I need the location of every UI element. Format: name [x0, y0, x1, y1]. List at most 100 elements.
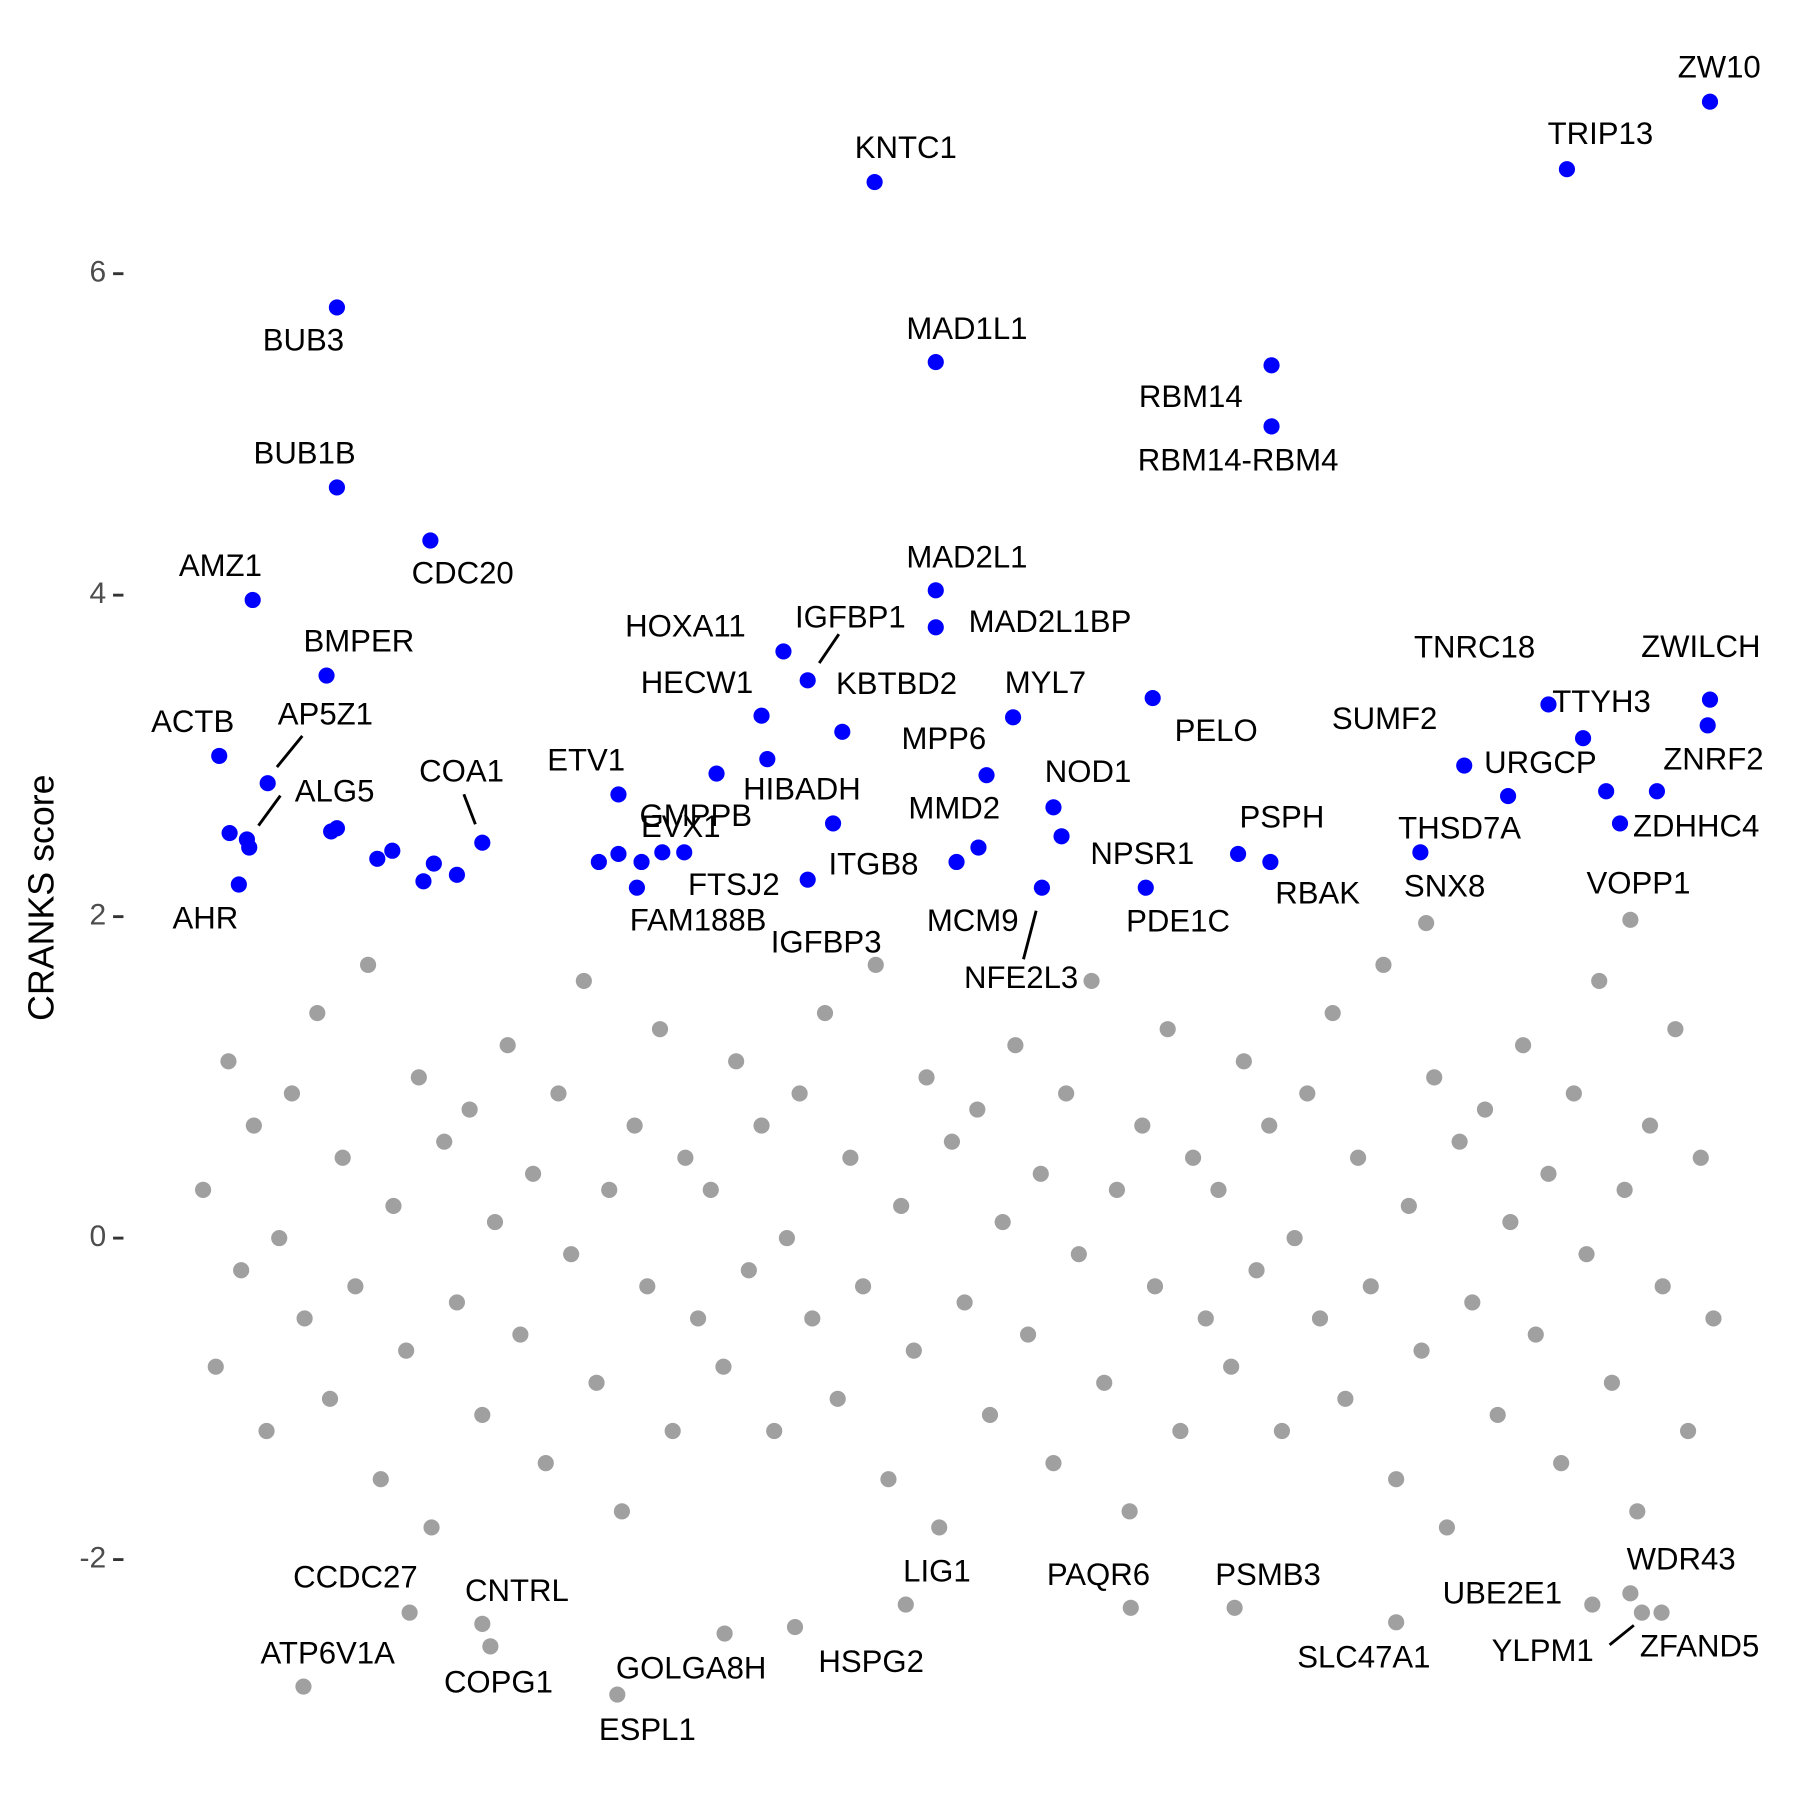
point — [1324, 1004, 1341, 1022]
point — [1616, 1181, 1633, 1198]
point — [654, 844, 671, 861]
point — [927, 619, 944, 636]
point — [1413, 1342, 1430, 1359]
point — [1558, 161, 1575, 178]
y-tick-label: 4 — [89, 577, 106, 610]
point — [525, 1165, 542, 1182]
point — [1400, 1197, 1417, 1215]
point-label: ATP6V1A — [260, 1636, 395, 1671]
point — [639, 1278, 656, 1295]
point — [978, 767, 995, 784]
point — [1210, 1181, 1227, 1198]
point — [816, 1004, 834, 1022]
leader-line — [1022, 910, 1038, 960]
point — [728, 1053, 745, 1070]
point — [482, 1638, 499, 1655]
point — [893, 1197, 910, 1215]
point — [1565, 1085, 1582, 1102]
point — [1540, 1165, 1557, 1182]
point — [1375, 956, 1392, 973]
point — [1456, 757, 1473, 774]
point — [702, 1181, 719, 1198]
point — [1263, 418, 1280, 435]
point — [628, 879, 645, 896]
point-label: NOD1 — [1045, 754, 1132, 789]
point — [677, 1149, 694, 1166]
point-label: VOPP1 — [1587, 865, 1691, 900]
point-label: KBTBD2 — [836, 666, 957, 701]
point — [948, 853, 965, 871]
point-label: RBAK — [1275, 876, 1360, 911]
point-label: MAD2L1BP — [969, 604, 1132, 639]
point — [1641, 1117, 1659, 1134]
point-label: GOLGA8H — [616, 1651, 767, 1686]
point-label: HOXA11 — [625, 609, 746, 644]
point-label: SNX8 — [1404, 869, 1485, 904]
point — [328, 479, 345, 496]
point-label: TTYH3 — [1552, 684, 1651, 719]
point — [766, 1422, 783, 1440]
point — [1185, 1149, 1202, 1166]
point — [271, 1230, 288, 1247]
point — [347, 1278, 364, 1295]
point — [425, 855, 442, 872]
point-label: COA1 — [419, 754, 504, 789]
point-label: COPG1 — [444, 1665, 553, 1700]
point-label: CDC20 — [412, 555, 514, 590]
point — [867, 956, 884, 973]
point-label: AHR — [173, 900, 239, 935]
point-label: IGFBP3 — [771, 925, 882, 960]
point — [207, 1358, 224, 1375]
point — [799, 871, 816, 888]
point-label: FTSJ2 — [688, 867, 780, 902]
point — [1230, 845, 1247, 863]
point — [1337, 1390, 1354, 1407]
point — [245, 1117, 262, 1134]
leader-line — [818, 633, 841, 664]
point — [626, 1117, 643, 1134]
point — [1083, 972, 1100, 990]
point — [195, 1181, 212, 1198]
point-label: NFE2L3 — [964, 960, 1078, 995]
point-label: YLPM1 — [1492, 1633, 1594, 1668]
point — [1418, 914, 1435, 932]
point — [220, 1053, 237, 1070]
point-label: HIBADH — [743, 772, 861, 807]
point — [1058, 1085, 1075, 1102]
point — [238, 831, 255, 848]
point — [1146, 1278, 1164, 1295]
point — [897, 1596, 914, 1613]
point — [716, 1625, 733, 1642]
point — [981, 1406, 999, 1423]
point-label: ALG5 — [295, 774, 375, 809]
point — [956, 1294, 973, 1311]
point-label: KNTC1 — [855, 130, 957, 165]
point — [1263, 357, 1280, 374]
point-label: MCM9 — [927, 903, 1019, 938]
point-label: ZWILCH — [1641, 629, 1760, 664]
point — [1235, 1053, 1252, 1070]
y-axis-title: CRANKS score — [21, 775, 61, 1021]
y-tick-label: -2 — [79, 1541, 106, 1574]
point — [943, 1133, 960, 1150]
point — [321, 1390, 339, 1407]
point — [1388, 1471, 1405, 1488]
point-label: THSD7A — [1398, 811, 1521, 846]
point — [1144, 689, 1161, 707]
point — [448, 1294, 465, 1311]
point-label: ZDHHC4 — [1633, 808, 1759, 843]
point — [1197, 1310, 1214, 1327]
point — [610, 786, 627, 803]
point-label: EVX1 — [641, 809, 721, 844]
point — [834, 723, 851, 740]
point-label: AP5Z1 — [278, 697, 373, 732]
point — [1033, 879, 1050, 896]
point — [1476, 1101, 1494, 1118]
point — [1005, 709, 1022, 726]
point — [1045, 799, 1062, 816]
point — [1045, 1455, 1062, 1472]
point — [1096, 1374, 1113, 1391]
point — [423, 1519, 440, 1536]
point-label: MPP6 — [901, 721, 986, 756]
